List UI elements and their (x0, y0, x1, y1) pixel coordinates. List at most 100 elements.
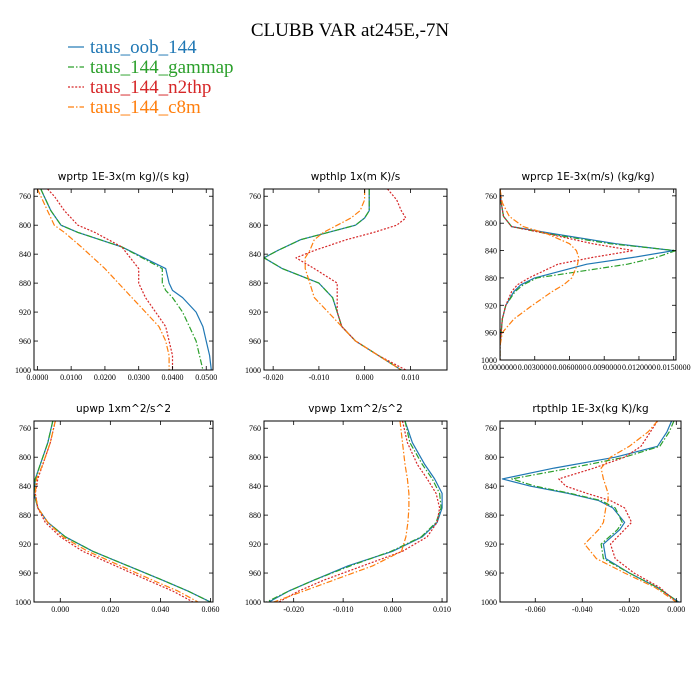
y-tick-label: 920 (19, 540, 31, 549)
y-tick-label: 760 (19, 192, 31, 201)
x-tick-label: 0.0030000 (518, 363, 552, 372)
x-tick-label: -0.060 (525, 605, 546, 614)
panel-title: upwp 1xm^2/s^2 (76, 403, 171, 415)
series-line-taus_144_n2thp (34, 421, 194, 602)
y-tick-label: 840 (19, 482, 31, 491)
x-tick-label: -0.010 (309, 373, 330, 382)
y-tick-label: 960 (249, 569, 261, 578)
x-tick-label: 0.0000000 (483, 363, 517, 372)
panel-title: wprtp 1E-3x(m kg)/(s kg) (58, 171, 189, 183)
x-tick-label: 0.0200 (94, 373, 116, 382)
panel-frame (499, 420, 682, 603)
x-tick-label: 0.020 (101, 605, 119, 614)
x-tick-label: 0.0500 (195, 373, 217, 382)
legend: taus_oob_144taus_144_gammaptaus_144_n2th… (68, 37, 234, 118)
x-tick-label: 0.010 (401, 373, 419, 382)
y-tick-label: 760 (485, 192, 497, 201)
legend-label: taus_oob_144 (90, 37, 197, 58)
y-tick-label: 840 (485, 247, 497, 256)
series-line-taus_144_c8m (36, 189, 170, 370)
x-tick-label: 0.010 (433, 605, 451, 614)
y-tick-label: 880 (485, 274, 497, 283)
x-tick-label: 0.0000 (26, 373, 48, 382)
y-tick-label: 1000 (245, 366, 261, 375)
y-tick-label: 840 (485, 482, 497, 491)
series-line-taus_144_n2thp (295, 189, 407, 370)
series-line-taus_144_gammap (40, 189, 204, 370)
figure-title: CLUBB VAR at245E,-7N (251, 20, 450, 41)
y-tick-label: 880 (19, 511, 31, 520)
y-tick-label: 800 (249, 453, 261, 462)
y-tick-label: 920 (19, 308, 31, 317)
y-tick-label: 800 (19, 453, 31, 462)
panel-title: rtpthlp 1E-3x(kg K)/kg (532, 403, 648, 415)
y-tick-label: 1000 (245, 598, 261, 607)
y-tick-label: 1000 (15, 366, 31, 375)
panel-6: rtpthlp 1E-3x(kg K)/kg 760 800 840 880 920 960… (481, 403, 685, 614)
panel-5: vpwp 1xm^2/s^2 760 800 840 880 920 960 1000 -0.0… (245, 403, 451, 614)
series-group (34, 421, 211, 602)
series-group (501, 421, 679, 602)
x-tick-label: 0.0060000 (552, 363, 586, 372)
panel-title: wpthlp 1x(m K)/s (311, 171, 401, 183)
x-tick-label: 0.0120000 (622, 363, 656, 372)
series-line-taus_144_gammap (266, 421, 442, 602)
series-line-taus_144_c8m (273, 421, 410, 602)
series-line-taus_144_n2thp (47, 189, 174, 370)
y-tick-label: 800 (19, 221, 31, 230)
panel-2: wpthlp 1x(m K)/s7608008408809209601000-0… (245, 171, 448, 382)
series-line-taus_144_gammap (511, 421, 679, 602)
y-tick-label: 760 (249, 192, 261, 201)
y-tick-label: 800 (485, 219, 497, 228)
x-tick-label: 0.060 (201, 605, 219, 614)
y-tick-label: 1000 (481, 598, 497, 607)
x-tick-label: 0.000 (51, 605, 69, 614)
series-line-taus_oob_144 (268, 421, 443, 602)
x-tick-label: -0.040 (572, 605, 593, 614)
panel-title: wprcp 1E-3x(m/s) (kg/kg) (521, 171, 654, 183)
x-tick-label: 0.000 (384, 605, 402, 614)
panel-4: upwp 1xm^2/s^2 760 800 840 880 920 960 1000 0.00… (15, 403, 219, 614)
series-group (264, 189, 407, 370)
series-group (500, 189, 676, 360)
y-tick-label: 880 (485, 511, 497, 520)
panel-frame (263, 420, 448, 603)
y-tick-label: 960 (485, 569, 497, 578)
y-tick-label: 960 (19, 337, 31, 346)
series-line-taus_144_c8m (34, 421, 199, 602)
y-tick-label: 800 (249, 221, 261, 230)
y-tick-label: 960 (249, 337, 261, 346)
series-line-taus_oob_144 (40, 189, 212, 370)
series-line-taus_144_c8m (500, 189, 580, 360)
x-tick-label: 0.0150000 (657, 363, 691, 372)
y-tick-label: 920 (485, 301, 497, 310)
panel-frame (263, 188, 448, 371)
y-tick-label: 880 (19, 279, 31, 288)
x-tick-label: -0.020 (619, 605, 640, 614)
series-line-taus_144_n2thp (558, 421, 677, 602)
x-tick-label: 0.000 (356, 373, 374, 382)
legend-label: taus_144_c8m (90, 97, 201, 118)
y-tick-label: 760 (19, 424, 31, 433)
y-tick-label: 880 (249, 511, 261, 520)
y-tick-label: 840 (249, 250, 261, 259)
x-tick-label: 0.0090000 (587, 363, 621, 372)
x-tick-label: 0.040 (151, 605, 169, 614)
y-tick-label: 1000 (481, 356, 497, 365)
x-tick-label: -0.020 (283, 605, 304, 614)
series-line-taus_144_c8m (304, 189, 402, 370)
x-tick-label: 0.0300 (128, 373, 150, 382)
panel-title: vpwp 1xm^2/s^2 (308, 403, 403, 415)
panel-frame (33, 420, 214, 603)
x-tick-label: -0.010 (333, 605, 354, 614)
x-tick-label: 0.000 (667, 605, 685, 614)
y-tick-label: 840 (249, 482, 261, 491)
x-tick-label: -0.020 (263, 373, 284, 382)
series-group (266, 421, 443, 602)
panel-frame (499, 188, 677, 361)
y-tick-label: 800 (485, 453, 497, 462)
legend-label: taus_144_n2thp (90, 77, 211, 98)
series-line-taus_144_n2thp (500, 189, 634, 360)
x-tick-label: 0.0400 (161, 373, 183, 382)
